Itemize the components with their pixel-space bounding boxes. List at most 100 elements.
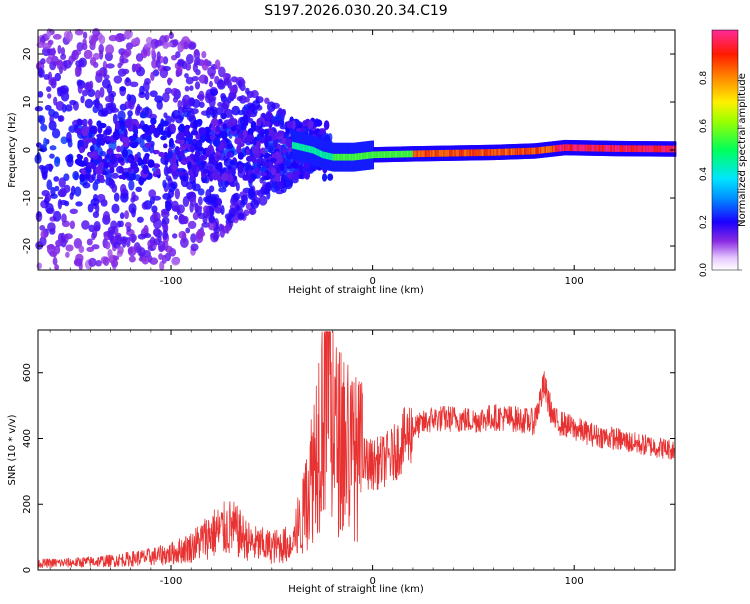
spectrogram-cell xyxy=(162,56,169,65)
spectrogram-cell xyxy=(58,66,64,75)
spectrogram-cell xyxy=(118,220,124,228)
spectrogram-cell xyxy=(296,142,300,150)
spectrogram-cell xyxy=(175,114,184,124)
spectrogram-cell xyxy=(286,120,293,129)
spectrogram-cell xyxy=(547,146,550,153)
spectrogram-cell xyxy=(444,149,447,157)
spectrogram-cell xyxy=(477,149,480,157)
spectrogram-cell xyxy=(124,29,133,39)
spectrogram-cell xyxy=(233,216,239,224)
spectrogram-cell xyxy=(123,48,132,57)
spectrogram-cell xyxy=(529,147,532,155)
spectrogram-cell xyxy=(166,167,172,174)
spectrogram-cell xyxy=(362,152,365,160)
spectrogram-cell xyxy=(363,152,366,160)
spectrogram-cell xyxy=(229,86,238,94)
spectrogram-cell xyxy=(629,145,632,153)
spectrogram-cell xyxy=(99,150,107,157)
spectrogram-cell xyxy=(252,108,258,115)
spectrogram-cell xyxy=(329,153,332,160)
spectrogram-cell xyxy=(143,43,152,50)
spectrogram-cell xyxy=(536,147,539,155)
spectrogram-cell xyxy=(137,156,143,167)
spectrogram-cell xyxy=(88,152,95,157)
spectrogram-cell xyxy=(483,149,486,156)
spectrogram-cell xyxy=(645,145,648,153)
snr-panel: -100 0 100 0 200 400 600 Height of straight li… xyxy=(7,329,676,595)
spectrogram-cell xyxy=(77,84,83,94)
spectrogram-cell xyxy=(104,128,112,135)
spectrogram-cell xyxy=(538,147,541,154)
spectrogram-cell xyxy=(268,146,274,154)
spectrogram-cell xyxy=(113,75,123,84)
spectrogram-cell xyxy=(552,145,555,153)
spectrogram-cell xyxy=(402,150,405,158)
spectrogram-cell xyxy=(578,144,581,152)
spectrogram-cell xyxy=(232,192,241,201)
spectrogram-cell xyxy=(319,150,323,158)
spectrogram-cell xyxy=(60,53,67,60)
spectrogram-cell xyxy=(291,120,296,130)
spectrogram-cell xyxy=(54,185,60,192)
spectrogram-cell xyxy=(478,149,481,157)
spectrogram-cell xyxy=(226,151,232,159)
spectrogram-cell xyxy=(81,168,86,175)
spectrogram-cell xyxy=(157,123,164,133)
spectrogram-cell xyxy=(126,157,133,163)
spectrogram-cell xyxy=(664,145,667,153)
spectrogram-cell xyxy=(48,120,57,131)
spectrogram-cell xyxy=(564,144,567,151)
spectrogram-cell xyxy=(42,42,51,50)
spectrogram-cell xyxy=(38,164,45,170)
spectrogram-cell xyxy=(354,153,358,161)
spectrogram-cell xyxy=(121,236,127,248)
spectrogram-cell xyxy=(370,151,373,159)
spectrogram-cell xyxy=(307,145,310,153)
spectrogram-cell xyxy=(144,153,150,158)
spectrogram-cell xyxy=(220,224,225,230)
spectrogram-cell xyxy=(172,39,179,46)
spectrogram-cell xyxy=(333,153,336,161)
spectrogram-cell xyxy=(109,166,115,174)
spectrogram-cell xyxy=(376,151,379,159)
spectrogram-cell xyxy=(236,144,242,155)
spectrogram-cell xyxy=(648,145,651,153)
spectrogram-cell xyxy=(59,199,68,206)
spectrogram-cell xyxy=(237,163,244,174)
spectrogram-cell xyxy=(462,149,465,157)
spectrogram-cell xyxy=(640,145,643,153)
spectrogram-cell xyxy=(128,203,137,214)
spectrogram-cell xyxy=(353,153,356,161)
spectrogram-cell xyxy=(52,210,62,222)
spectrogram-cell xyxy=(243,118,249,127)
spectrogram-cell xyxy=(118,174,126,180)
spectrogram-cell xyxy=(318,129,327,136)
spectrogram-cell xyxy=(72,170,80,180)
spectrogram-cell xyxy=(84,173,91,180)
spectrogram-cell xyxy=(599,144,602,152)
spectrogram-cell xyxy=(473,149,476,157)
spectrogram-cell xyxy=(69,208,78,215)
spectrogram-cell xyxy=(308,145,312,153)
spectrogram-cell xyxy=(113,192,120,202)
spectrogram-cell xyxy=(63,173,70,182)
spectrogram-cell xyxy=(276,167,281,173)
spectrogram-cell xyxy=(350,153,353,161)
spectrogram-cell xyxy=(141,201,149,210)
spectrogram-cell xyxy=(66,30,73,42)
spectrogram-cell xyxy=(58,177,66,188)
spectrogram-cell xyxy=(144,90,150,101)
snr-series-line xyxy=(37,331,675,569)
spectrogram-cell xyxy=(561,144,564,152)
spectrogram-cell xyxy=(65,251,70,258)
spectrogram-cell xyxy=(215,163,223,171)
spectrogram-cell xyxy=(553,145,556,153)
spectrogram-cell xyxy=(194,205,203,211)
colorbar-label: Normalized spectral amplitude xyxy=(737,73,748,227)
spectrogram-cell xyxy=(218,66,226,78)
spectrogram-cell xyxy=(126,226,131,232)
spectrogram-cell xyxy=(613,145,616,152)
spectrogram-cell xyxy=(622,145,625,152)
spectrogram-cell xyxy=(653,145,656,153)
spectrogram-cell xyxy=(176,65,183,73)
